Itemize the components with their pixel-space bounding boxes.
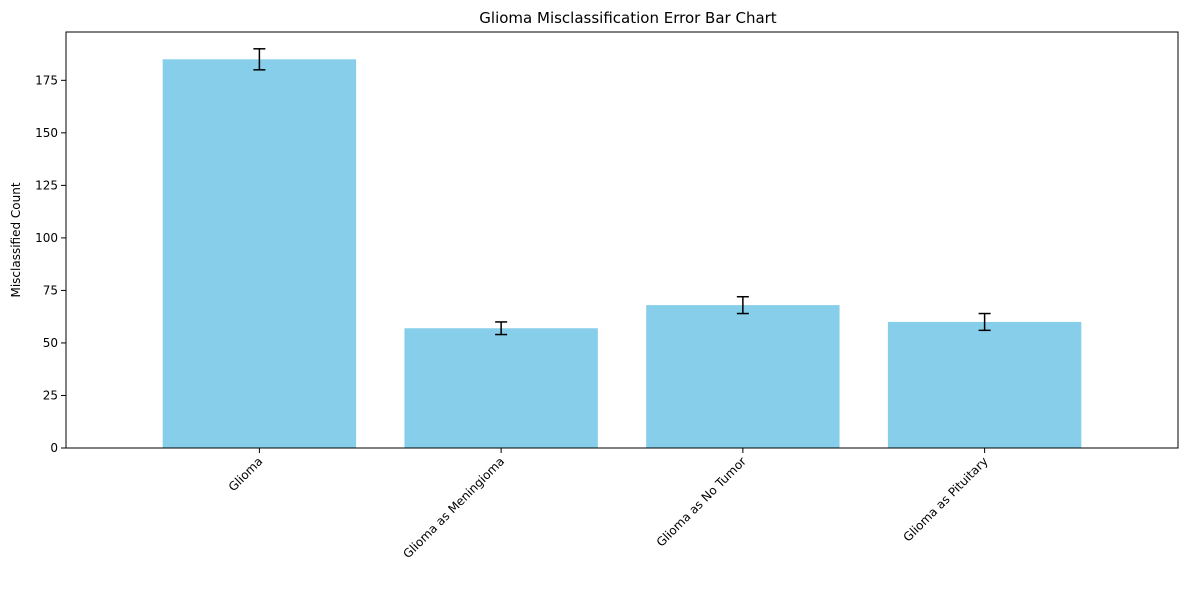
y-tick-label-4: 100 [35, 231, 58, 245]
x-tick-label-0: Glioma [226, 454, 266, 494]
x-tick-label-2: Glioma as No Tumor [654, 454, 749, 549]
bar-0 [162, 59, 357, 448]
y-tick-label-0: 0 [50, 441, 58, 455]
bar-1 [404, 328, 598, 448]
x-tick-label-3: Glioma as Pituitary [900, 454, 990, 544]
y-tick-label-6: 150 [35, 126, 58, 140]
y-tick-label-5: 125 [35, 178, 58, 192]
y-axis-label: Misclassified Count [9, 182, 23, 297]
bar-2 [646, 305, 840, 448]
y-tick-label-1: 25 [43, 388, 58, 402]
y-tick-label-7: 175 [35, 73, 58, 87]
chart-title: Glioma Misclassification Error Bar Chart [479, 9, 777, 27]
y-tick-label-3: 75 [43, 283, 58, 297]
plot-area: Glioma Glioma as Meningioma Glioma as No T… [35, 31, 1179, 561]
axes-frame [65, 31, 1179, 449]
bar-3 [887, 321, 1082, 448]
y-tick-label-2: 50 [43, 336, 58, 350]
x-tick-label-1: Glioma as Meningioma [400, 454, 507, 561]
